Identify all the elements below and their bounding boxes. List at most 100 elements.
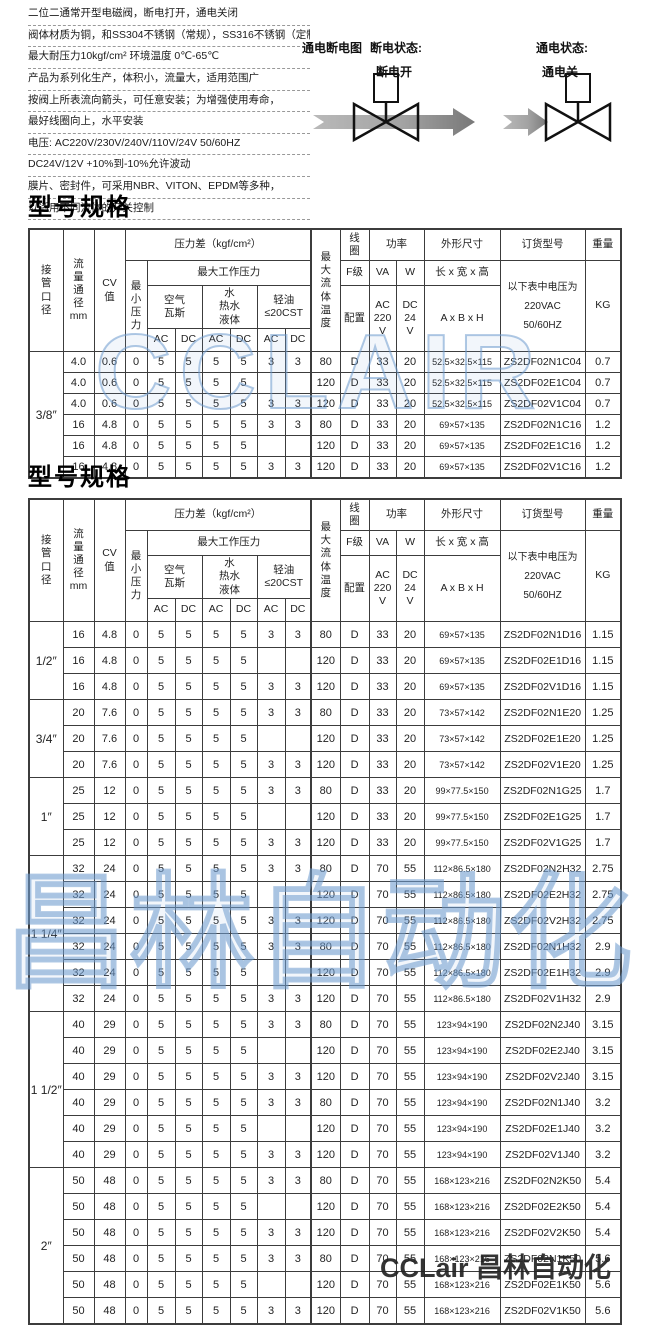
max-temp: 120 bbox=[310, 881, 341, 908]
flow-diameter: 4.0 bbox=[62, 351, 95, 373]
spec-row: 50 48 0 5 5 5 5 3 3 120 D 70 55 168×123×216 ZS2DF02V2K… bbox=[29, 1219, 622, 1246]
air-dc: 5 bbox=[174, 777, 203, 804]
max-temp: 120 bbox=[310, 372, 341, 394]
order-model: ZS2DF02E1D16 bbox=[499, 647, 586, 674]
air-dc: 5 bbox=[174, 1011, 203, 1038]
spec-row: 40 29 0 5 5 5 5 3 3 80 D 70 55 123×94×190 ZS2DF02N1J40… bbox=[29, 1089, 622, 1116]
weight: 5.6 bbox=[584, 1271, 622, 1298]
oil-dc bbox=[284, 725, 312, 752]
info-line: 阀体材质为铜，和SS304不锈钢（常规），SS316不锈钢（定制） bbox=[28, 26, 310, 48]
spec-row: 16 4.8 0 5 5 5 5 3 3 120 D 33 20 69×57×135 ZS2DF02V1D1… bbox=[29, 673, 622, 700]
power-va: 33 bbox=[368, 751, 397, 778]
max-temp: 120 bbox=[310, 803, 341, 830]
air-dc: 5 bbox=[174, 881, 203, 908]
water-dc: 5 bbox=[229, 673, 258, 700]
oil-ac: 3 bbox=[256, 393, 286, 415]
dimensions: 99×77.5×150 bbox=[423, 829, 501, 856]
coil-class: D bbox=[339, 621, 370, 648]
flow-diameter: 32 bbox=[62, 985, 95, 1012]
min-pressure: 0 bbox=[124, 647, 148, 674]
power-w: 55 bbox=[395, 1011, 425, 1038]
min-pressure: 0 bbox=[124, 751, 148, 778]
air-dc: 5 bbox=[174, 647, 203, 674]
oil-dc bbox=[284, 1271, 312, 1298]
weight: 0.7 bbox=[584, 393, 622, 415]
col-max-fluid-temp: 最 大 流 体 温 度 bbox=[310, 498, 341, 622]
dimensions: 52.5×32.5×115 bbox=[423, 351, 501, 373]
air-dc: 5 bbox=[174, 985, 203, 1012]
col-cv: CV 值 bbox=[93, 498, 126, 622]
order-model: ZS2DF02E1E20 bbox=[499, 725, 586, 752]
air-dc: 5 bbox=[174, 1089, 203, 1116]
water-dc: 5 bbox=[229, 777, 258, 804]
coil-class: D bbox=[339, 1115, 370, 1142]
spec-row: 32 24 0 5 5 5 5 3 3 80 D 70 55 112×86.5×180 ZS2DF02N1H… bbox=[29, 933, 622, 960]
flow-diameter: 40 bbox=[62, 1037, 95, 1064]
info-line: 按阀上所表流向箭头，可任意安装；为增强使用寿命， bbox=[28, 91, 310, 113]
weight: 1.2 bbox=[584, 414, 622, 436]
cv-value: 0.6 bbox=[93, 393, 126, 415]
water-ac: 5 bbox=[201, 1297, 231, 1325]
coil-class: D bbox=[339, 829, 370, 856]
water-dc: 5 bbox=[229, 725, 258, 752]
spec-row: 16 4.8 0 5 5 5 5 3 3 120 D 33 20 69×57×135 ZS2DF02V1C1… bbox=[29, 456, 622, 479]
section-title: 型号规格 bbox=[28, 464, 132, 491]
water-ac: 5 bbox=[201, 1037, 231, 1064]
water-dc: 5 bbox=[229, 933, 258, 960]
cv-value: 4.8 bbox=[93, 621, 126, 648]
coil-class: D bbox=[339, 1245, 370, 1272]
energized-state: 通电关 bbox=[542, 64, 578, 79]
col-ac: AC bbox=[201, 598, 231, 622]
air-ac: 5 bbox=[146, 1271, 176, 1298]
oil-dc: 3 bbox=[284, 414, 312, 436]
dimensions: 112×86.5×180 bbox=[423, 855, 501, 882]
air-ac: 5 bbox=[146, 1063, 176, 1090]
max-temp: 80 bbox=[310, 621, 341, 648]
col-power: 功率 bbox=[368, 228, 425, 261]
min-pressure: 0 bbox=[124, 1297, 148, 1325]
flow-diameter: 40 bbox=[62, 1063, 95, 1090]
col-flow-diameter: 流 量 通 径 mm bbox=[62, 498, 95, 622]
min-pressure: 0 bbox=[124, 985, 148, 1012]
order-model: ZS2DF02E1J40 bbox=[499, 1115, 586, 1142]
power-w: 55 bbox=[395, 1037, 425, 1064]
max-temp: 80 bbox=[310, 777, 341, 804]
dimensions: 123×94×190 bbox=[423, 1089, 501, 1116]
water-ac: 5 bbox=[201, 393, 231, 415]
flow-diameter: 16 bbox=[62, 647, 95, 674]
oil-dc: 3 bbox=[284, 621, 312, 648]
water-ac: 5 bbox=[201, 907, 231, 934]
oil-ac: 3 bbox=[256, 1167, 286, 1194]
dimensions: 69×57×135 bbox=[423, 414, 501, 436]
power-va: 33 bbox=[368, 351, 397, 373]
weight: 2.75 bbox=[584, 881, 622, 908]
flow-diameter: 32 bbox=[62, 907, 95, 934]
dimensions: 73×57×142 bbox=[423, 699, 501, 726]
min-pressure: 0 bbox=[124, 699, 148, 726]
flow-arrow-blocked bbox=[503, 108, 548, 136]
min-pressure: 0 bbox=[124, 855, 148, 882]
air-dc: 5 bbox=[174, 1115, 203, 1142]
weight: 1.2 bbox=[584, 435, 622, 457]
water-dc: 5 bbox=[229, 372, 258, 394]
power-w: 20 bbox=[395, 414, 425, 436]
oil-ac: 3 bbox=[256, 777, 286, 804]
min-pressure: 0 bbox=[124, 1167, 148, 1194]
max-temp: 120 bbox=[310, 456, 341, 479]
spec-row: 4.0 0.6 0 5 5 5 5 3 3 120 D 33 20 52.5×32.5×115 ZS2DF0… bbox=[29, 393, 622, 415]
air-dc: 5 bbox=[174, 393, 203, 415]
max-temp: 120 bbox=[310, 1271, 341, 1298]
power-va: 70 bbox=[368, 881, 397, 908]
max-temp: 120 bbox=[310, 1193, 341, 1220]
oil-dc: 3 bbox=[284, 855, 312, 882]
air-dc: 5 bbox=[174, 1141, 203, 1168]
col-va: VA bbox=[368, 260, 397, 286]
col-ac: AC bbox=[146, 598, 176, 622]
water-dc: 5 bbox=[229, 351, 258, 373]
flow-diameter: 50 bbox=[62, 1219, 95, 1246]
cv-value: 48 bbox=[93, 1219, 126, 1246]
oil-ac bbox=[256, 1193, 286, 1220]
spec-row: 1/2″ 16 4.8 0 5 5 5 5 3 3 80 D 33 20 69×57×135 ZS2DF02N… bbox=[28, 621, 622, 700]
order-model: ZS2DF02E2H32 bbox=[499, 881, 586, 908]
weight: 1.7 bbox=[584, 803, 622, 830]
